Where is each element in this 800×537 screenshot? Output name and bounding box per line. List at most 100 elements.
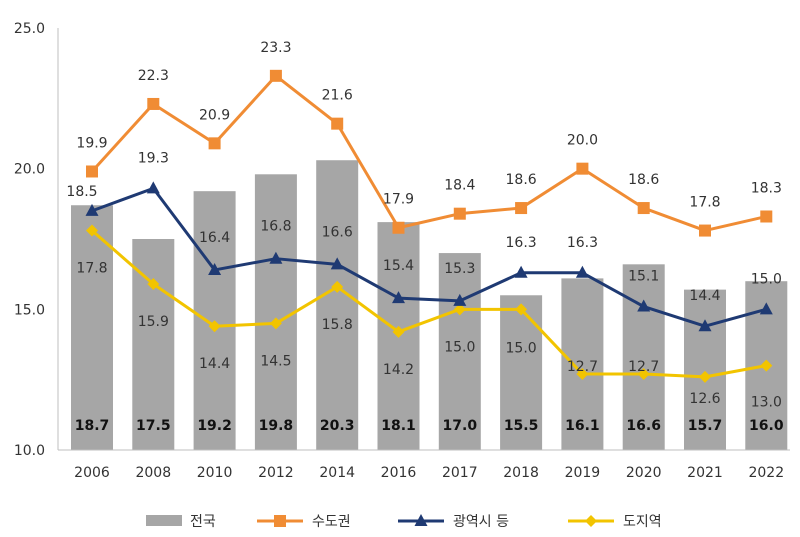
metro-data-label: 19.3 bbox=[138, 150, 169, 166]
province-point bbox=[453, 303, 466, 316]
province-line bbox=[91, 229, 767, 379]
capital-series bbox=[86, 69, 773, 237]
capital-data-label: 20.0 bbox=[567, 133, 598, 149]
capital-data-label: 17.8 bbox=[689, 195, 720, 211]
province-data-label: 12.7 bbox=[567, 359, 598, 375]
province-point bbox=[637, 368, 650, 381]
x-tick-label: 2021 bbox=[687, 465, 723, 481]
capital-point bbox=[331, 117, 344, 130]
bar-data-label: 15.5 bbox=[504, 418, 539, 434]
province-point bbox=[515, 303, 528, 316]
capital-data-label: 22.3 bbox=[138, 68, 169, 84]
capital-point bbox=[147, 97, 160, 110]
province-data-label: 12.7 bbox=[628, 359, 659, 375]
metro-point bbox=[392, 291, 405, 304]
x-tick-label: 2006 bbox=[74, 465, 110, 481]
capital-data-label: 18.4 bbox=[444, 178, 475, 194]
capital-point bbox=[269, 69, 282, 82]
province-point bbox=[147, 278, 160, 291]
metro-data-label: 15.4 bbox=[383, 258, 414, 274]
capital-point bbox=[208, 137, 221, 150]
legend-label: 수도권 bbox=[312, 514, 351, 530]
bar-2012 bbox=[254, 174, 297, 450]
metro-point bbox=[330, 257, 344, 270]
metro-point bbox=[759, 302, 773, 315]
metro-data-label: 15.1 bbox=[628, 269, 659, 285]
x-tick-label: 2014 bbox=[319, 465, 355, 481]
metro-point bbox=[208, 262, 222, 275]
legend-marker-capital bbox=[274, 515, 286, 527]
bar-data-label: 20.3 bbox=[320, 418, 355, 434]
capital-point bbox=[86, 165, 98, 178]
y-tick-label: 20.0 bbox=[14, 162, 45, 178]
capital-data-label: 19.9 bbox=[76, 135, 107, 151]
capital-data-label: 20.9 bbox=[199, 107, 230, 123]
legend: 전국 수도권 광역시 등 도지역 bbox=[146, 514, 662, 530]
capital-point bbox=[453, 207, 466, 220]
y-tick-label: 25.0 bbox=[14, 21, 45, 37]
metro-point bbox=[637, 299, 651, 312]
bar-2019 bbox=[561, 278, 604, 450]
capital-point bbox=[576, 162, 589, 175]
bar-data-label: 18.7 bbox=[75, 418, 110, 434]
bar-data-label: 18.1 bbox=[381, 418, 416, 434]
capital-data-label: 18.6 bbox=[628, 172, 659, 188]
province-data-label: 15.0 bbox=[506, 340, 537, 356]
metro-point bbox=[146, 181, 160, 194]
capital-point bbox=[515, 202, 528, 215]
metro-data-label: 16.8 bbox=[260, 219, 291, 235]
bar-2014 bbox=[316, 160, 359, 450]
province-point bbox=[699, 370, 711, 383]
y-tick-label: 10.0 bbox=[14, 443, 45, 459]
bar-data-label: 16.6 bbox=[626, 418, 661, 434]
capital-data-label: 23.3 bbox=[260, 40, 291, 56]
legend-label: 전국 bbox=[190, 514, 216, 530]
metro-point bbox=[269, 251, 283, 264]
province-data-label: 14.4 bbox=[199, 356, 230, 372]
x-tick-label: 2019 bbox=[565, 465, 601, 481]
metro-line bbox=[91, 186, 767, 328]
province-data-label: 15.8 bbox=[322, 317, 353, 333]
metro-data-label: 16.4 bbox=[199, 230, 230, 246]
capital-data-label: 18.3 bbox=[751, 180, 782, 196]
capital-line bbox=[90, 74, 767, 233]
capital-point bbox=[392, 221, 405, 234]
metro-point bbox=[85, 203, 99, 216]
bar-2008 bbox=[132, 239, 175, 450]
province-point bbox=[208, 320, 221, 333]
metro-data-label: 14.4 bbox=[689, 288, 720, 304]
x-tick-label: 2018 bbox=[503, 465, 539, 481]
metro-point bbox=[453, 293, 467, 306]
capital-point bbox=[699, 224, 711, 237]
capital-point bbox=[760, 210, 773, 223]
bar-data-label: 17.5 bbox=[136, 418, 171, 434]
legend-label: 광역시 등 bbox=[453, 514, 509, 530]
province-data-label: 13.0 bbox=[751, 395, 782, 411]
bar-2018 bbox=[500, 295, 543, 450]
metro-data-label: 16.3 bbox=[506, 235, 537, 251]
capital-data-label: 21.6 bbox=[322, 88, 353, 104]
metro-data-label: 15.3 bbox=[444, 261, 475, 277]
legend-marker-province bbox=[585, 515, 597, 527]
province-data-label: 14.2 bbox=[383, 362, 414, 378]
province-point bbox=[576, 368, 589, 381]
metro-data-label: 16.6 bbox=[322, 224, 353, 240]
bar-data-label: 17.0 bbox=[443, 418, 478, 434]
province-data-label: 15.0 bbox=[444, 339, 475, 355]
bar-data-label: 19.2 bbox=[197, 418, 232, 434]
bar-data-label: 16.0 bbox=[749, 418, 784, 434]
province-point bbox=[760, 359, 773, 372]
x-tick-label: 2010 bbox=[197, 465, 233, 481]
bar-data-label: 16.1 bbox=[565, 418, 600, 434]
x-tick-label: 2008 bbox=[135, 465, 171, 481]
legend-swatch-bar bbox=[146, 515, 182, 526]
bar-data-label: 15.7 bbox=[688, 418, 723, 434]
bar-2017 bbox=[438, 253, 481, 450]
metro-data-label: 18.5 bbox=[66, 184, 97, 200]
province-point bbox=[269, 317, 282, 330]
metro-point bbox=[514, 265, 528, 278]
province-data-label: 14.5 bbox=[260, 353, 291, 369]
x-tick-label: 2020 bbox=[626, 465, 662, 481]
metro-point bbox=[575, 265, 589, 278]
legend-label: 도지역 bbox=[623, 514, 662, 530]
